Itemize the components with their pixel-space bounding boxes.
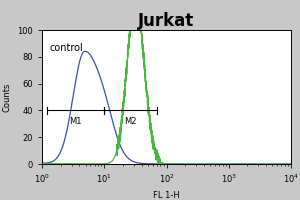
Y-axis label: Counts: Counts	[3, 82, 12, 112]
Text: M2: M2	[124, 117, 137, 126]
Text: M1: M1	[69, 117, 82, 126]
X-axis label: FL 1-H: FL 1-H	[153, 191, 180, 200]
Title: Jurkat: Jurkat	[138, 12, 195, 30]
Text: control: control	[49, 43, 83, 53]
